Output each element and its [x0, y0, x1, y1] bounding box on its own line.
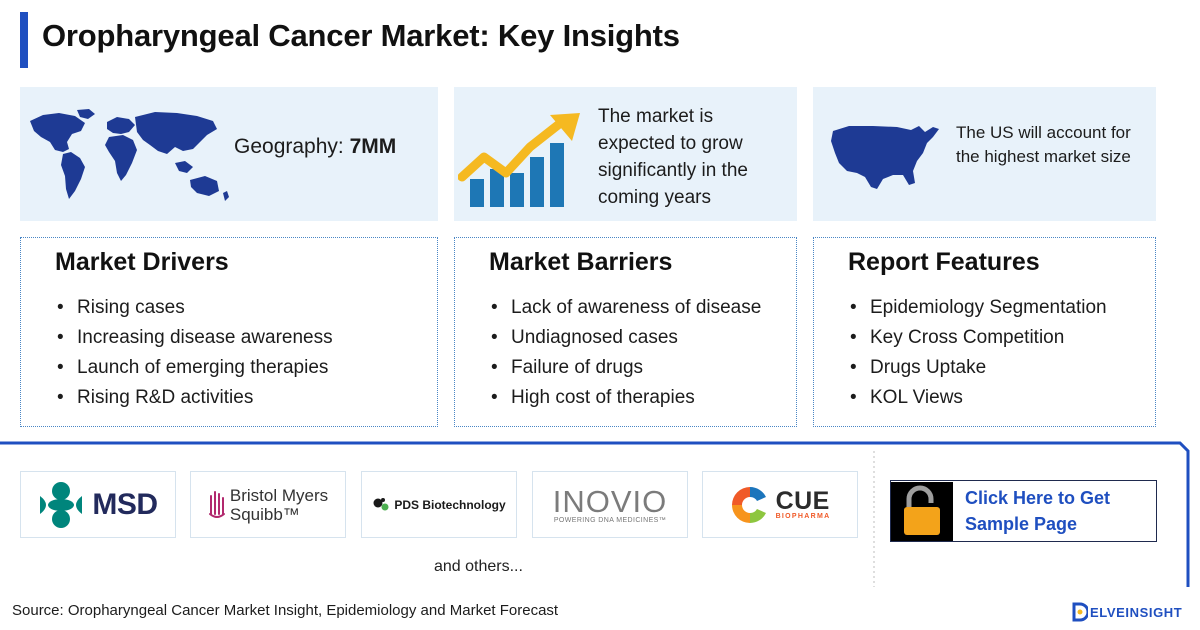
- cue-tagline: BIOPHARMA: [775, 513, 831, 520]
- geography-label: Geography:: [234, 135, 344, 158]
- lock-icon-box: [891, 481, 953, 541]
- list-item: Failure of drugs: [489, 353, 761, 383]
- pds-logo: PDS Biotechnology: [361, 471, 517, 538]
- inovio-logo-text: INOVIO: [552, 484, 668, 519]
- list-item: KOL Views: [848, 383, 1107, 413]
- msd-logo: MSD: [20, 471, 176, 538]
- list-item: Rising R&D activities: [55, 383, 333, 413]
- report-features-box: Report Features Epidemiology Segmentatio…: [813, 237, 1156, 427]
- report-features-heading: Report Features: [848, 248, 1040, 276]
- market-barriers-list: Lack of awareness of disease Undiagnosed…: [489, 293, 761, 413]
- msd-logo-text: MSD: [92, 487, 158, 521]
- bms-line2: Squibb™: [229, 504, 300, 524]
- geography-card: Geography: 7MM: [20, 87, 438, 221]
- inovio-tagline: POWERING DNA MEDICINES™: [553, 517, 667, 524]
- list-item: Epidemiology Segmentation: [848, 293, 1107, 323]
- delveinsight-d-icon: [1072, 602, 1088, 622]
- list-item: Increasing disease awareness: [55, 323, 333, 353]
- geography-text: Geography: 7MM: [234, 135, 396, 159]
- market-barriers-heading: Market Barriers: [489, 248, 673, 276]
- bms-logo-text: Bristol Myers Squibb™: [230, 486, 328, 524]
- list-item: Rising cases: [55, 293, 333, 323]
- bms-line1: Bristol Myers: [229, 485, 329, 505]
- delveinsight-logo: ELVEINSIGHT: [1072, 602, 1182, 622]
- market-drivers-heading: Market Drivers: [55, 248, 229, 276]
- cta-line2: Sample Page: [965, 514, 1078, 534]
- source-note: Source: Oropharyngeal Cancer Market Insi…: [12, 602, 559, 619]
- world-map-icon: [30, 109, 229, 201]
- msd-emblem-icon: [40, 481, 83, 528]
- us-map-icon: [831, 126, 939, 189]
- pds-logo-text: PDS Biotechnology: [394, 497, 506, 512]
- and-others-text: and others...: [434, 558, 523, 575]
- market-drivers-list: Rising cases Increasing disease awarenes…: [55, 293, 333, 413]
- geography-value: 7MM: [349, 135, 397, 158]
- list-item: Key Cross Competition: [848, 323, 1107, 353]
- us-text: The US will account for the highest mark…: [956, 123, 1131, 166]
- unlock-icon: [904, 485, 940, 535]
- cta-text[interactable]: Click Here to Get Sample Page: [965, 485, 1110, 537]
- cue-logo-text: CUE: [775, 487, 830, 515]
- list-item: Lack of awareness of disease: [489, 293, 761, 323]
- cue-logo: CUE BIOPHARMA: [702, 471, 858, 538]
- list-item: Undiagnosed cases: [489, 323, 761, 353]
- cta-line1: Click Here to Get: [965, 488, 1111, 508]
- us-card: The US will account for the highest mark…: [813, 87, 1156, 221]
- bms-logo: Bristol Myers Squibb™: [190, 471, 346, 538]
- report-features-list: Epidemiology Segmentation Key Cross Comp…: [848, 293, 1107, 413]
- get-sample-page-button[interactable]: Click Here to Get Sample Page: [890, 480, 1157, 542]
- market-barriers-box: Market Barriers Lack of awareness of dis…: [454, 237, 797, 427]
- list-item: Launch of emerging therapies: [55, 353, 333, 383]
- delveinsight-logo-text: ELVEINSIGHT: [1090, 604, 1183, 620]
- list-item: Drugs Uptake: [848, 353, 1107, 383]
- list-item: High cost of therapies: [489, 383, 761, 413]
- pds-molecule-icon: [373, 497, 389, 510]
- market-drivers-box: Market Drivers Rising cases Increasing d…: [20, 237, 438, 427]
- growth-text: The market is expected to grow significa…: [598, 106, 748, 208]
- inovio-logo: INOVIO POWERING DNA MEDICINES™: [532, 471, 688, 538]
- title-accent-bar: [20, 12, 28, 68]
- bms-hands-icon: [208, 490, 225, 518]
- cue-c-icon: [731, 486, 766, 523]
- growth-card: The market is expected to grow significa…: [454, 87, 797, 221]
- growth-chart-icon: [458, 113, 580, 207]
- page-title: Oropharyngeal Cancer Market: Key Insight…: [42, 18, 680, 53]
